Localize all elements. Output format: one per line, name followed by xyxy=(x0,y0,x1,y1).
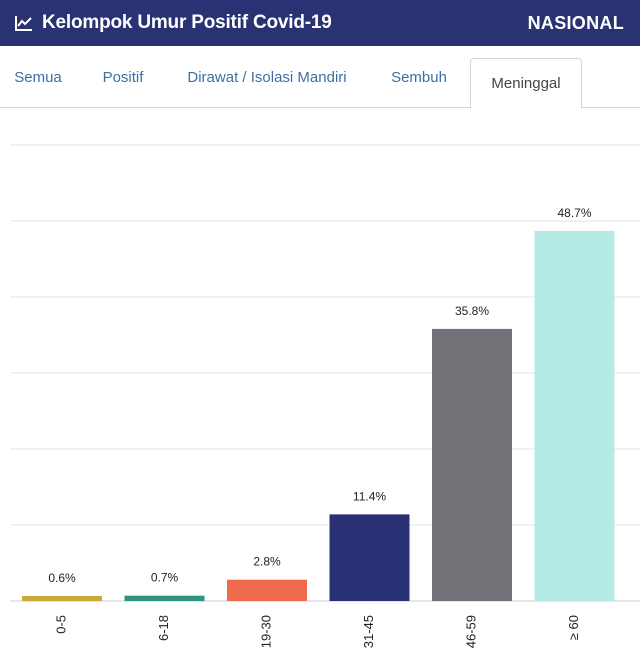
scope-label: NASIONAL xyxy=(527,12,624,33)
data-label: 2.8% xyxy=(253,555,281,569)
header-title-group: Kelompok Umur Positif Covid-19 xyxy=(14,12,332,34)
page-title: Kelompok Umur Positif Covid-19 xyxy=(42,12,332,33)
age-group-chart: 0.6% 0.7% 2.8% 11.4% 35.8% 48.7% 0-5 6-18 19-30… xyxy=(0,108,640,666)
tab-sembuh[interactable]: Sembuh xyxy=(391,68,447,86)
bar-46-59[interactable] xyxy=(432,328,512,601)
data-label: 48.7% xyxy=(557,206,591,220)
bar-6-18[interactable] xyxy=(124,595,205,601)
bar-0-5[interactable] xyxy=(22,596,102,601)
tab-semua[interactable]: Semua xyxy=(14,68,62,86)
line-chart-icon xyxy=(15,16,32,31)
x-tick-label: 46-59 xyxy=(463,615,478,648)
data-label: 35.8% xyxy=(455,304,489,318)
x-tick-label: ≥ 60 xyxy=(566,615,581,640)
x-tick-label: 0-5 xyxy=(53,615,68,634)
tab-positif[interactable]: Positif xyxy=(102,68,144,86)
bar-19-30[interactable] xyxy=(227,579,307,601)
tab-meninggal[interactable]: Meninggal xyxy=(470,58,582,109)
tab-bar: Semua Positif Dirawat / Isolasi Mandiri … xyxy=(0,46,640,109)
data-label: 11.4% xyxy=(353,489,386,503)
header-bar: Kelompok Umur Positif Covid-19 NASIONAL xyxy=(0,0,640,46)
data-label: 0.7% xyxy=(151,571,179,585)
tab-dirawat-isolasi-mandiri[interactable]: Dirawat / Isolasi Mandiri xyxy=(187,68,347,86)
x-tick-label: 19-30 xyxy=(258,615,273,648)
bar-≥ 60[interactable] xyxy=(534,230,615,601)
x-tick-label: 31-45 xyxy=(361,615,376,648)
bar-31-45[interactable] xyxy=(329,514,410,601)
bar-chart: 0.6% 0.7% 2.8% 11.4% 35.8% 48.7% 0-5 6-18 19-30… xyxy=(10,144,640,648)
x-tick-label: 6-18 xyxy=(156,615,171,641)
data-label: 0.6% xyxy=(48,571,76,585)
